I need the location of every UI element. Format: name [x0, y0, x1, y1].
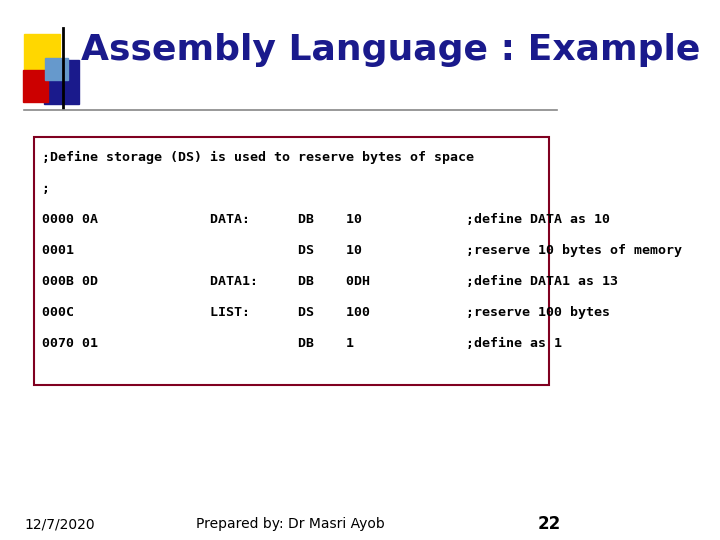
Text: 000B 0D              DATA1:     DB    0DH            ;define DATA1 as 13: 000B 0D DATA1: DB 0DH ;define DATA1 as 1…: [42, 275, 618, 288]
Bar: [24, 34, 60, 78]
FancyBboxPatch shape: [34, 137, 549, 385]
Text: 22: 22: [538, 515, 561, 533]
Bar: [45, 58, 68, 80]
Text: 0000 0A              DATA:      DB    10             ;define DATA as 10: 0000 0A DATA: DB 10 ;define DATA as 10: [42, 213, 610, 226]
Bar: [44, 60, 79, 104]
Text: 000C                 LIST:      DS    100            ;reserve 100 bytes: 000C LIST: DS 100 ;reserve 100 bytes: [42, 306, 610, 319]
Text: ;: ;: [42, 182, 50, 195]
Text: Assembly Language : Example: Assembly Language : Example: [81, 33, 700, 67]
Bar: [22, 70, 48, 102]
Text: ;Define storage (DS) is used to reserve bytes of space: ;Define storage (DS) is used to reserve …: [42, 151, 474, 164]
Text: 0001                            DS    10             ;reserve 10 bytes of memory: 0001 DS 10 ;reserve 10 bytes of memory: [42, 244, 682, 257]
Text: 0070 01                         DB    1              ;define as 1: 0070 01 DB 1 ;define as 1: [42, 337, 562, 350]
Text: 12/7/2020: 12/7/2020: [24, 517, 95, 531]
Text: Prepared by: Dr Masri Ayob: Prepared by: Dr Masri Ayob: [196, 517, 385, 531]
